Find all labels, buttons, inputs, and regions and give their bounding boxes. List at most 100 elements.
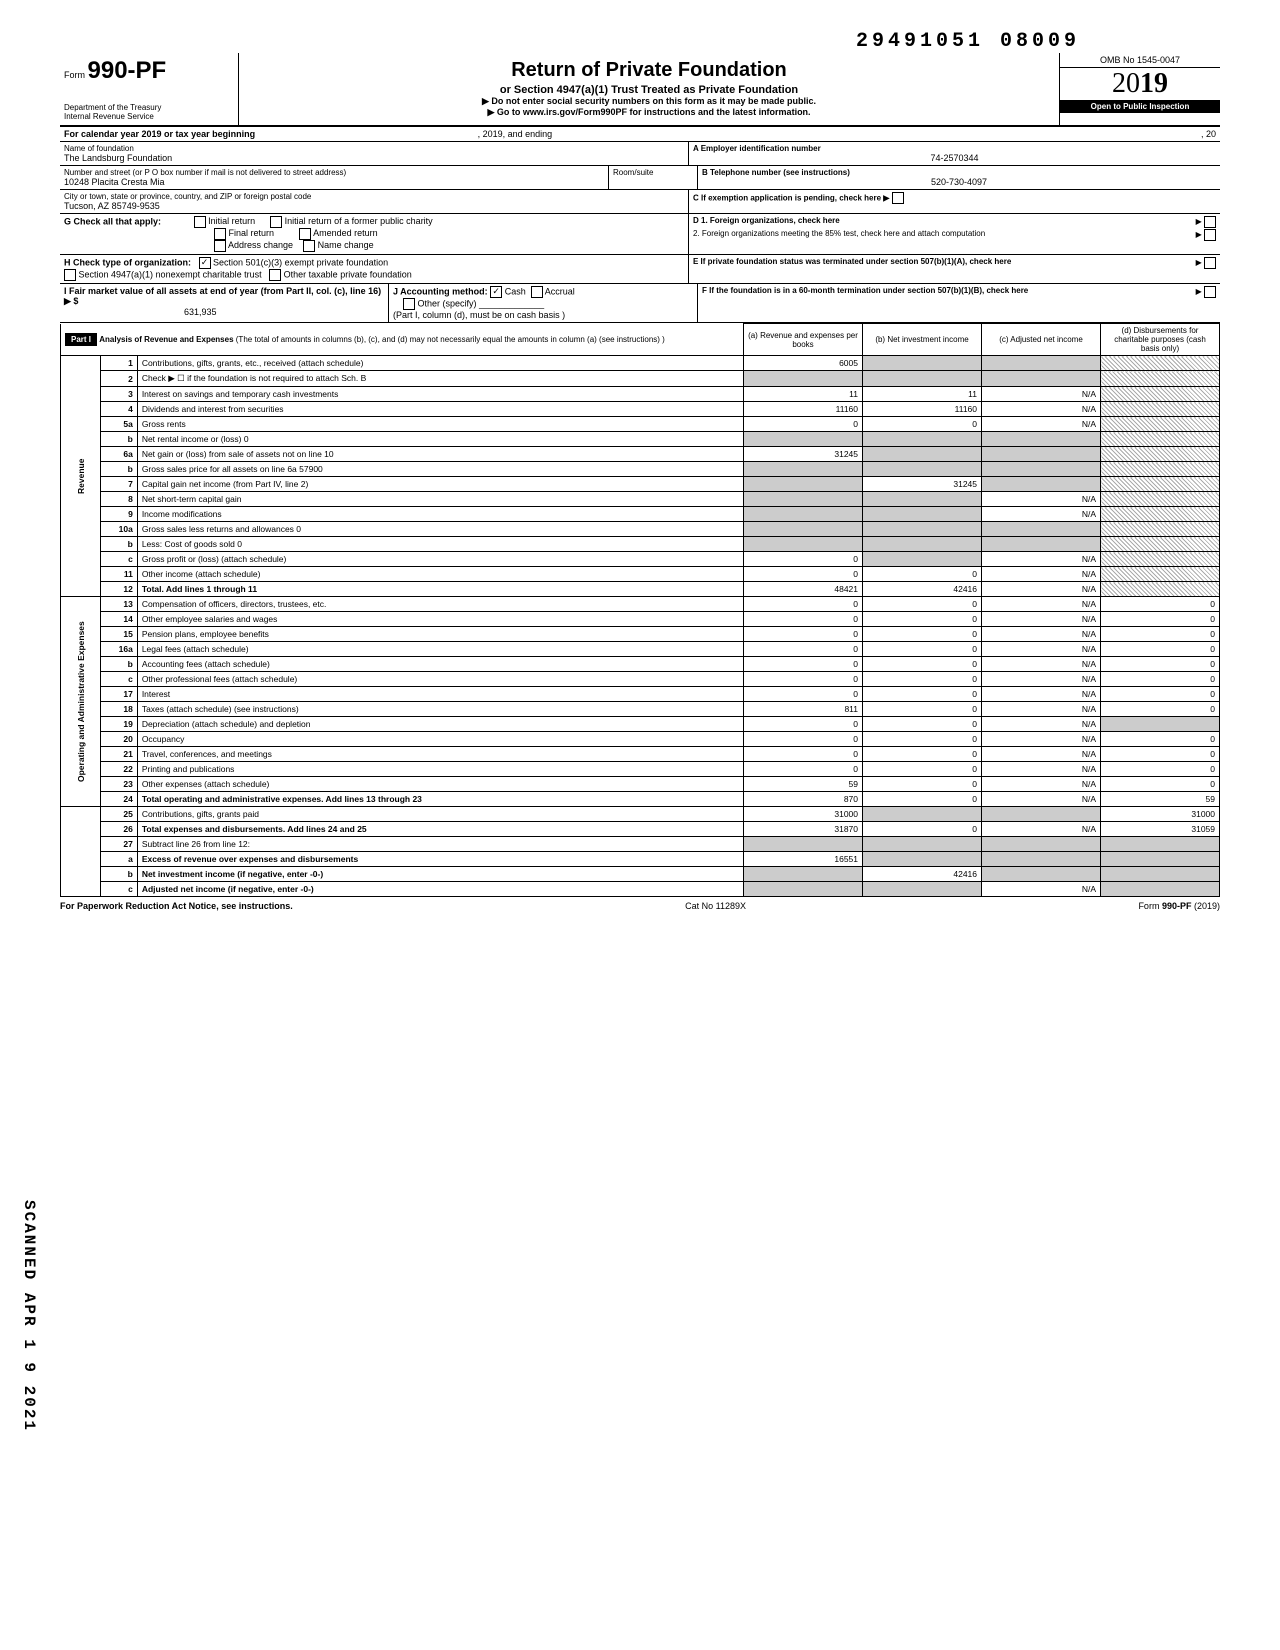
line-16a-a: 0 xyxy=(744,642,863,657)
line-27b-b: 42416 xyxy=(863,867,982,882)
g-label: G Check all that apply: xyxy=(64,216,161,226)
form-header: Form 990-PF Department of the Treasury I… xyxy=(60,53,1220,127)
line-26-desc: Total expenses and disbursements. Add li… xyxy=(137,822,743,837)
g-name-checkbox[interactable] xyxy=(303,240,315,252)
line-16a-d: 0 xyxy=(1101,642,1220,657)
line-15-c: N/A xyxy=(982,627,1101,642)
dln: 29491051 08009 xyxy=(60,30,1080,53)
revenue-label: Revenue xyxy=(61,356,101,597)
line-25-a: 31000 xyxy=(744,807,863,822)
j-other-checkbox[interactable] xyxy=(403,298,415,310)
calendar-year-row: For calendar year 2019 or tax year begin… xyxy=(60,127,1220,142)
line-23-c: N/A xyxy=(982,777,1101,792)
line-17-c: N/A xyxy=(982,687,1101,702)
line-12-desc: Total. Add lines 1 through 11 xyxy=(137,582,743,597)
line-16c-a: 0 xyxy=(744,672,863,687)
line-16a-b: 0 xyxy=(863,642,982,657)
line-16b-c: N/A xyxy=(982,657,1101,672)
part1-note: (The total of amounts in columns (b), (c… xyxy=(236,335,665,344)
line-5b-desc: Net rental income or (loss) 0 xyxy=(137,432,743,447)
room-label: Room/suite xyxy=(613,168,693,177)
h2-checkbox[interactable] xyxy=(64,269,76,281)
omb: OMB No 1545-0047 xyxy=(1060,53,1220,68)
line-27-desc: Subtract line 26 from line 12: xyxy=(137,837,743,852)
line-20-c: N/A xyxy=(982,732,1101,747)
line-21-b: 0 xyxy=(863,747,982,762)
line-19-a: 0 xyxy=(744,717,863,732)
e-label: E If private foundation status was termi… xyxy=(693,257,1011,266)
line-5a-a: 0 xyxy=(744,417,863,432)
tel-label: B Telephone number (see instructions) xyxy=(702,168,1216,177)
line-6a-a: 31245 xyxy=(744,447,863,462)
g-amended-checkbox[interactable] xyxy=(299,228,311,240)
line-21-d: 0 xyxy=(1101,747,1220,762)
line-3-b: 11 xyxy=(863,387,982,402)
line-18-b: 0 xyxy=(863,702,982,717)
line-1-desc: Contributions, gifts, grants, etc., rece… xyxy=(137,356,743,371)
line-15-a: 0 xyxy=(744,627,863,642)
line-9-desc: Income modifications xyxy=(137,507,743,522)
g-initial-checkbox[interactable] xyxy=(194,216,206,228)
addr-value: 10248 Placita Cresta Mia xyxy=(64,177,604,187)
g-address-checkbox[interactable] xyxy=(214,240,226,252)
c-checkbox[interactable] xyxy=(892,192,904,204)
year-prefix: 20 xyxy=(1112,68,1140,99)
g-final-checkbox[interactable] xyxy=(214,228,226,240)
line-13-c: N/A xyxy=(982,597,1101,612)
d2-label: 2. Foreign organizations meeting the 85%… xyxy=(693,229,985,238)
f-label: F If the foundation is in a 60-month ter… xyxy=(702,286,1028,295)
line-18-d: 0 xyxy=(1101,702,1220,717)
g-initial-former-checkbox[interactable] xyxy=(270,216,282,228)
line-24-a: 870 xyxy=(744,792,863,807)
d1-checkbox[interactable] xyxy=(1204,216,1216,228)
line-26-c: N/A xyxy=(982,822,1101,837)
line-10c-a: 0 xyxy=(744,552,863,567)
line-16b-b: 0 xyxy=(863,657,982,672)
line-25-desc: Contributions, gifts, grants paid xyxy=(137,807,743,822)
line-17-a: 0 xyxy=(744,687,863,702)
line-23-desc: Other expenses (attach schedule) xyxy=(137,777,743,792)
j-note: (Part I, column (d), must be on cash bas… xyxy=(393,310,565,320)
line-17-d: 0 xyxy=(1101,687,1220,702)
line-13-b: 0 xyxy=(863,597,982,612)
part1-title: Analysis of Revenue and Expenses xyxy=(99,335,233,344)
line-18-c: N/A xyxy=(982,702,1101,717)
line-7-b: 31245 xyxy=(863,477,982,492)
d2-checkbox[interactable] xyxy=(1204,229,1216,241)
line-21-c: N/A xyxy=(982,747,1101,762)
h1-checkbox[interactable]: ✓ xyxy=(199,257,211,269)
line-27a-a: 16551 xyxy=(744,852,863,867)
line-16a-c: N/A xyxy=(982,642,1101,657)
j-label: J Accounting method: xyxy=(393,286,488,296)
line-19-desc: Depreciation (attach schedule) and deple… xyxy=(137,717,743,732)
tel-value: 520-730-4097 xyxy=(702,177,1216,187)
line-12-b: 42416 xyxy=(863,582,982,597)
form-title: Return of Private Foundation xyxy=(243,59,1055,82)
col-c-header: (c) Adjusted net income xyxy=(982,324,1101,356)
line-15-d: 0 xyxy=(1101,627,1220,642)
j-accrual-checkbox[interactable] xyxy=(531,286,543,298)
line-4-desc: Dividends and interest from securities xyxy=(137,402,743,417)
cal-year-mid: , 2019, and ending xyxy=(478,129,553,139)
line-14-b: 0 xyxy=(863,612,982,627)
col-d-header: (d) Disbursements for charitable purpose… xyxy=(1101,324,1220,356)
line-27a-desc: Excess of revenue over expenses and disb… xyxy=(137,852,743,867)
e-checkbox[interactable] xyxy=(1204,257,1216,269)
part1-label: Part I xyxy=(65,333,97,346)
line-16b-d: 0 xyxy=(1101,657,1220,672)
line-14-d: 0 xyxy=(1101,612,1220,627)
line-16b-desc: Accounting fees (attach schedule) xyxy=(137,657,743,672)
h3-checkbox[interactable] xyxy=(269,269,281,281)
line-3-c: N/A xyxy=(982,387,1101,402)
form-code: 990-PF xyxy=(88,57,167,84)
line-22-d: 0 xyxy=(1101,762,1220,777)
form-label: Form xyxy=(64,70,85,80)
line-13-desc: Compensation of officers, directors, tru… xyxy=(137,597,743,612)
d1-label: D 1. Foreign organizations, check here xyxy=(693,216,840,225)
line-26-a: 31870 xyxy=(744,822,863,837)
j-cash-checkbox[interactable]: ✓ xyxy=(490,286,502,298)
line-1-a: 6005 xyxy=(744,356,863,371)
f-checkbox[interactable] xyxy=(1204,286,1216,298)
line-7-desc: Capital gain net income (from Part IV, l… xyxy=(137,477,743,492)
line-20-a: 0 xyxy=(744,732,863,747)
